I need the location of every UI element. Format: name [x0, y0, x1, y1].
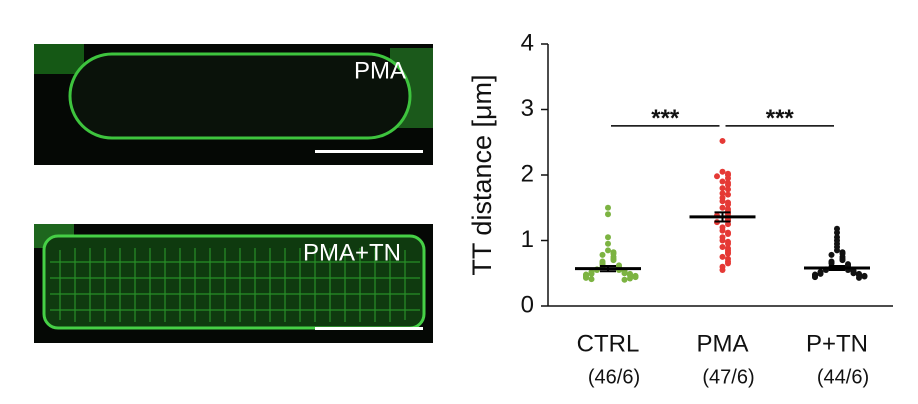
data-point — [605, 204, 611, 211]
data-point — [632, 274, 639, 281]
data-point — [719, 198, 726, 205]
x-tick-sublabel: (44/6) — [817, 366, 869, 388]
data-point — [861, 273, 868, 280]
data-point — [725, 186, 731, 193]
significance-label: *** — [651, 105, 680, 132]
image-label: PMA+TN — [303, 239, 401, 266]
y-tick-label: 3 — [521, 95, 534, 122]
data-point — [714, 173, 720, 180]
data-point — [719, 237, 726, 244]
data-point — [583, 274, 589, 281]
x-tick-label: PMA — [696, 330, 748, 357]
data-point — [605, 240, 611, 247]
data-point — [839, 257, 846, 264]
error-bar — [600, 265, 616, 273]
data-point — [834, 229, 840, 236]
data-point — [719, 204, 726, 211]
data-point — [719, 168, 726, 175]
x-tick-sublabel: (47/6) — [702, 366, 754, 388]
x-tick-label: P+TN — [806, 330, 868, 357]
data-point — [719, 227, 726, 234]
data-point — [812, 274, 818, 281]
data-point — [719, 178, 726, 185]
data-point — [834, 247, 840, 254]
data-point — [621, 276, 628, 283]
image-label: PMA — [354, 57, 406, 84]
y-tick-label: 0 — [521, 291, 534, 318]
data-point — [725, 240, 731, 247]
data-point — [725, 191, 731, 198]
error-bar — [829, 265, 845, 271]
data-point — [725, 221, 731, 228]
x-tick-sublabel: (46/6) — [588, 366, 640, 388]
data-point — [856, 274, 862, 281]
data-point — [719, 253, 726, 260]
data-point — [605, 247, 611, 254]
plot: 0 1 2 3 4 CTRL (46/6) PMA (47/6) P+TN (44/6) *** *** — [521, 29, 893, 388]
data-point — [725, 250, 731, 257]
data-point — [725, 230, 731, 237]
data-point — [610, 257, 617, 264]
significance-label: *** — [766, 105, 795, 132]
y-axis-label: TT distance [μm] — [467, 74, 497, 275]
data-point — [828, 251, 835, 258]
y-tick-label: 4 — [521, 29, 534, 56]
data-point — [719, 244, 726, 251]
data-point — [719, 190, 726, 197]
data-point — [588, 270, 595, 277]
data-point — [725, 181, 731, 188]
data-point — [719, 185, 726, 192]
data-point — [719, 137, 726, 144]
data-point — [599, 251, 606, 258]
y-tick-label: 1 — [521, 226, 534, 253]
data-point — [725, 260, 731, 267]
data-point — [850, 270, 857, 277]
data-point — [605, 211, 611, 218]
data-point — [621, 270, 628, 277]
data-point — [588, 276, 595, 283]
x-tick-label: CTRL — [577, 330, 640, 357]
data-point — [817, 270, 824, 277]
micrograph-pma: PMA — [34, 44, 433, 165]
data-point — [725, 201, 731, 208]
error-bar — [714, 211, 731, 223]
data-point — [725, 175, 731, 182]
data-point — [627, 275, 633, 282]
data-point — [605, 234, 611, 241]
micrograph-pma-tn: PMA+TN — [34, 224, 433, 343]
y-tick-label: 2 — [521, 160, 534, 187]
data-point — [719, 266, 726, 273]
